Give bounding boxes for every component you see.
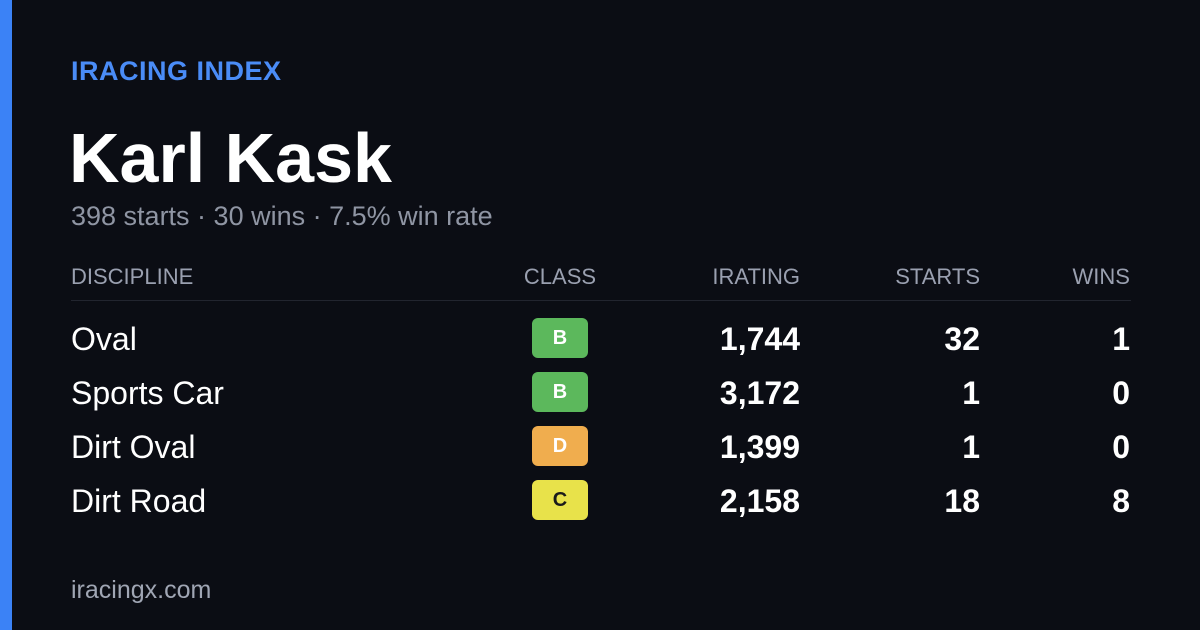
stat-value: 2,158 <box>719 483 800 519</box>
footer: iracingx.com <box>71 576 212 604</box>
discipline: Dirt Road <box>71 483 207 519</box>
stat-value: 32 <box>944 321 980 357</box>
brand: IRACING INDEX <box>71 56 282 86</box>
divider <box>71 300 1131 301</box>
stat-value: 1,399 <box>719 429 800 465</box>
accent-bar <box>0 0 12 630</box>
stat-value: 3,172 <box>719 375 800 411</box>
driver-name: Karl Kask <box>69 119 392 197</box>
discipline: Oval <box>71 321 137 357</box>
stat-value: 0 <box>1112 429 1130 465</box>
column-header: DISCIPLINE <box>71 264 194 289</box>
stat-value: 18 <box>944 483 980 519</box>
discipline: Sports Car <box>71 375 224 411</box>
stat-value: 1,744 <box>719 321 800 357</box>
column-header: IRATING <box>712 264 800 289</box>
stat-value: 1 <box>1112 321 1130 357</box>
class-badge: D <box>532 426 588 466</box>
driver-summary: 398 starts · 30 wins · 7.5% win rate <box>71 201 493 231</box>
stat-value: 8 <box>1112 483 1130 519</box>
stat-value: 1 <box>962 429 980 465</box>
class-badge: B <box>532 318 588 358</box>
class-badge: B <box>532 372 588 412</box>
discipline: Dirt Oval <box>71 429 196 465</box>
column-header: STARTS <box>895 264 980 289</box>
column-header: CLASS <box>523 264 597 289</box>
stat-value: 1 <box>962 375 980 411</box>
class-badge: C <box>532 480 588 520</box>
column-header: WINS <box>1072 264 1130 289</box>
stat-value: 0 <box>1112 375 1130 411</box>
